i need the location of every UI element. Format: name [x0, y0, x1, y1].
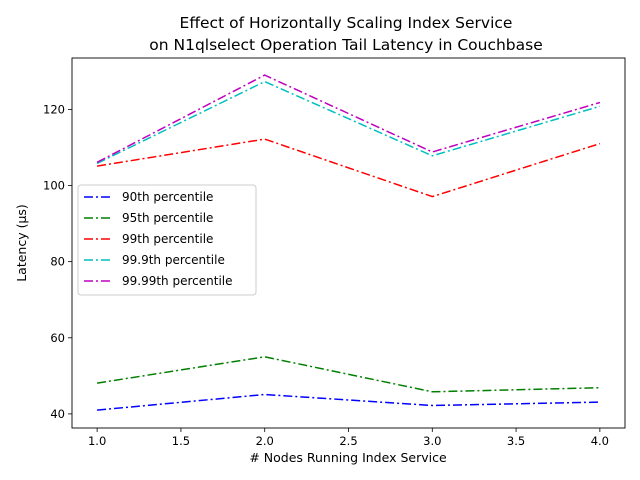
chart-title-line-2: on N1qlselect Operation Tail Latency in … [149, 36, 543, 54]
y-tick-label: 100 [43, 179, 65, 193]
x-tick-label: 1.5 [172, 434, 190, 448]
series-layer [96, 74, 601, 411]
x-tick-label: 3.0 [423, 434, 441, 448]
legend-frame [77, 184, 257, 296]
series-line-4 [96, 74, 601, 163]
legend: 90th percentile 95th percentile 99th perce… [77, 184, 257, 296]
y-tick-label: 40 [50, 407, 65, 421]
x-tick-label: 4.0 [591, 434, 609, 448]
x-tick-label: 3.5 [507, 434, 525, 448]
legend-label-4: 99.99th percentile [122, 274, 233, 288]
y-axis: 40 60 80 100 120 [43, 102, 72, 421]
x-axis: 1.0 1.5 2.0 2.5 3.0 3.5 4.0 [88, 428, 609, 448]
legend-label-2: 99th percentile [122, 232, 213, 246]
series-line-2 [96, 138, 601, 198]
y-tick-label: 60 [50, 331, 65, 345]
legend-label-0: 90th percentile [122, 190, 213, 204]
series-line-1 [96, 356, 600, 393]
x-tick-label: 2.0 [256, 434, 274, 448]
y-tick-label: 120 [43, 102, 65, 116]
y-axis-label: Latency (µs) [14, 204, 29, 282]
legend-label-1: 95th percentile [122, 211, 213, 225]
chart-title-line-1: Effect of Horizontally Scaling Index Ser… [180, 14, 513, 32]
legend-label-3: 99.9th percentile [122, 253, 225, 267]
x-axis-label: # Nodes Running Index Service [249, 450, 447, 465]
chart-title: Effect of Horizontally Scaling Index Ser… [149, 14, 543, 54]
x-tick-label: 2.5 [339, 434, 357, 448]
series-line-0 [97, 393, 600, 411]
series-line-3 [96, 80, 601, 165]
y-tick-label: 80 [50, 255, 65, 269]
x-tick-label: 1.0 [88, 434, 106, 448]
